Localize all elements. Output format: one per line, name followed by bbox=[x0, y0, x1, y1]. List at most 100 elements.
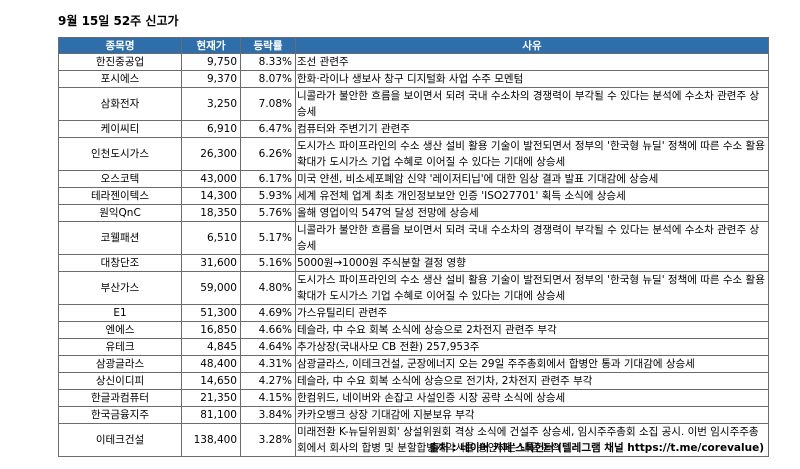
price-cell: 59,000 bbox=[181, 271, 241, 305]
stock-name-cell: 삼광글라스 bbox=[58, 355, 182, 373]
rate-cell: 5.16% bbox=[240, 254, 296, 272]
table-row: 부산가스 59,000 4.80% 도시가스 파이프라인의 수소 생산 설비 활용 기… bbox=[58, 271, 769, 305]
price-cell: 6,510 bbox=[181, 221, 241, 255]
rate-cell: 4.64% bbox=[240, 338, 296, 356]
table-row: 대창단조 31,600 5.16% 5000원→1000원 주식분할 결정 영향 bbox=[58, 254, 769, 272]
price-cell: 43,000 bbox=[181, 170, 241, 188]
price-cell: 18,350 bbox=[181, 204, 241, 222]
stock-name-cell: 부산가스 bbox=[58, 271, 182, 305]
reason-cell: 테슬라, 中 수요 회복 소식에 상승으로 2차전지 관련주 부각 bbox=[295, 321, 769, 339]
reason-cell: 니콜라가 불안한 흐름을 보이면서 되려 국내 수소차의 경쟁력이 부각될 수 … bbox=[295, 87, 769, 121]
header-rate: 등락률 bbox=[240, 37, 296, 54]
header-reason: 사유 bbox=[295, 37, 769, 54]
stock-name-cell: 원익QnC bbox=[58, 204, 182, 222]
price-cell: 14,650 bbox=[181, 372, 241, 390]
price-cell: 31,600 bbox=[181, 254, 241, 272]
reason-cell: 테슬라, 中 수요 회복 소식에 상승으로 전기차, 2차전지 관련주 부각 bbox=[295, 372, 769, 390]
table-row: 원익QnC 18,350 5.76% 올해 영업이익 547억 달성 전망에 상승세 bbox=[58, 204, 769, 222]
reason-cell: 니콜라가 불안한 흐름을 보이면서 되려 국내 수소차의 경쟁력이 부각될 수 … bbox=[295, 221, 769, 255]
table-row: 엔에스 16,850 4.66% 테슬라, 中 수요 회복 소식에 상승으로 2차전지… bbox=[58, 321, 769, 339]
reason-cell: 세계 유전체 업계 최초 개인정보보안 인증 'ISO27701' 획득 소식에… bbox=[295, 187, 769, 205]
reason-cell: 컴퓨터와 주변기기 관련주 bbox=[295, 120, 769, 138]
stock-name-cell: 인천도시가스 bbox=[58, 137, 182, 171]
price-cell: 9,750 bbox=[181, 53, 241, 71]
table-row: 코웰패션 6,510 5.17% 니콜라가 불안한 흐름을 보이면서 되려 국내 수소… bbox=[58, 221, 769, 255]
stock-name-cell: 대창단조 bbox=[58, 254, 182, 272]
table-row: 삼광글라스 48,400 4.31% 삼광글라스, 이테크건설, 군장에너지 오는 2… bbox=[58, 355, 769, 373]
rate-cell: 6.17% bbox=[240, 170, 296, 188]
stock-name-cell: 상신이디피 bbox=[58, 372, 182, 390]
header-price: 현재가 bbox=[181, 37, 241, 54]
table-row: 포시에스 9,370 8.07% 한화·라이나 생보사 창구 디지털화 사업 수주 모… bbox=[58, 70, 769, 88]
rate-cell: 6.26% bbox=[240, 137, 296, 171]
stock-name-cell: 한진중공업 bbox=[58, 53, 182, 71]
stock-name-cell: 삼화전자 bbox=[58, 87, 182, 121]
reason-cell: 한화·라이나 생보사 창구 디지털화 사업 수주 모멘텀 bbox=[295, 70, 769, 88]
rate-cell: 8.33% bbox=[240, 53, 296, 71]
reason-cell: 삼광글라스, 이테크건설, 군장에너지 오는 29일 주주총회에서 합병안 통과… bbox=[295, 355, 769, 373]
reason-cell: 올해 영업이익 547억 달성 전망에 상승세 bbox=[295, 204, 769, 222]
table-row: 한국금융지주 81,100 3.84% 카카오뱅크 상장 기대감에 지분보유 부각 bbox=[58, 406, 769, 424]
stock-name-cell: 유테크 bbox=[58, 338, 182, 356]
rate-cell: 5.93% bbox=[240, 187, 296, 205]
rate-cell: 7.08% bbox=[240, 87, 296, 121]
stock-name-cell: 엔에스 bbox=[58, 321, 182, 339]
rate-cell: 4.80% bbox=[240, 271, 296, 305]
table-row: 이테크건설 138,400 3.28% 미래전환 K-뉴딜위원회' 상설위원회 격상 … bbox=[58, 423, 769, 457]
table-row: 오스코텍 43,000 6.17% 미국 얀센, 비소세포폐암 신약 '레이저티닙'에… bbox=[58, 170, 769, 188]
reason-cell: 도시가스 파이프라인의 수소 생산 설비 활용 기술이 발전되면서 정부의 '한… bbox=[295, 137, 769, 171]
stock-name-cell: 테라젠이텍스 bbox=[58, 187, 182, 205]
reason-cell: 카카오뱅크 상장 기대감에 지분보유 부각 bbox=[295, 406, 769, 424]
stock-name-cell: 오스코텍 bbox=[58, 170, 182, 188]
rate-cell: 8.07% bbox=[240, 70, 296, 88]
source-credit: 출처 : 네이버 카페'스톡헌터'(텔레그램 채널 https://t.me/c… bbox=[429, 442, 764, 454]
table-row: 인천도시가스 26,300 6.26% 도시가스 파이프라인의 수소 생산 설비 활용… bbox=[58, 137, 769, 171]
page-title: 9월 15일 52주 신고가 bbox=[58, 14, 179, 28]
price-cell: 16,850 bbox=[181, 321, 241, 339]
price-cell: 4,845 bbox=[181, 338, 241, 356]
price-cell: 51,300 bbox=[181, 304, 241, 322]
header-name: 종목명 bbox=[58, 37, 182, 54]
rate-cell: 3.28% bbox=[240, 423, 296, 457]
price-cell: 81,100 bbox=[181, 406, 241, 424]
header-row: 종목명 현재가 등락률 사유 bbox=[58, 37, 769, 54]
reason-cell: 5000원→1000원 주식분할 결정 영향 bbox=[295, 254, 769, 272]
reason-cell: 추가상장(국내사모 CB 전환) 257,953주 bbox=[295, 338, 769, 356]
price-cell: 138,400 bbox=[181, 423, 241, 457]
rate-cell: 4.15% bbox=[240, 389, 296, 407]
reason-cell: 한컴위드, 네이버와 손잡고 사설인증 시장 공략 소식에 상승세 bbox=[295, 389, 769, 407]
stock-name-cell: 한글과컴퓨터 bbox=[58, 389, 182, 407]
reason-cell: 미국 얀센, 비소세포폐암 신약 '레이저티닙'에 대한 임상 결과 발표 기대… bbox=[295, 170, 769, 188]
stock-name-cell: 한국금융지주 bbox=[58, 406, 182, 424]
reason-cell: 미래전환 K-뉴딜위원회' 상설위원회 격상 소식에 건설주 상승세, 임시주주… bbox=[295, 423, 769, 457]
table-row: E1 51,300 4.69% 가스유틸리티 관련주 bbox=[58, 304, 769, 322]
table-row: 테라젠이텍스 14,300 5.93% 세계 유전체 업계 최초 개인정보보안 인증 … bbox=[58, 187, 769, 205]
price-cell: 21,350 bbox=[181, 389, 241, 407]
rate-cell: 4.27% bbox=[240, 372, 296, 390]
price-cell: 14,300 bbox=[181, 187, 241, 205]
rate-cell: 4.69% bbox=[240, 304, 296, 322]
table-row: 유테크 4,845 4.64% 추가상장(국내사모 CB 전환) 257,953주 bbox=[58, 338, 769, 356]
price-cell: 6,910 bbox=[181, 120, 241, 138]
rate-cell: 3.84% bbox=[240, 406, 296, 424]
rate-cell: 4.31% bbox=[240, 355, 296, 373]
table-row: 한글과컴퓨터 21,350 4.15% 한컴위드, 네이버와 손잡고 사설인증 시장 … bbox=[58, 389, 769, 407]
reason-cell: 도시가스 파이프라인의 수소 생산 설비 활용 기술이 발전되면서 정부의 '한… bbox=[295, 271, 769, 305]
table-row: 한진중공업 9,750 8.33% 조선 관련주 bbox=[58, 53, 769, 71]
stock-name-cell: 케이씨티 bbox=[58, 120, 182, 138]
price-cell: 26,300 bbox=[181, 137, 241, 171]
rate-cell: 5.76% bbox=[240, 204, 296, 222]
reason-cell: 가스유틸리티 관련주 bbox=[295, 304, 769, 322]
rate-cell: 6.47% bbox=[240, 120, 296, 138]
price-cell: 48,400 bbox=[181, 355, 241, 373]
table-row: 삼화전자 3,250 7.08% 니콜라가 불안한 흐름을 보이면서 되려 국내 수소… bbox=[58, 87, 769, 121]
price-cell: 9,370 bbox=[181, 70, 241, 88]
stock-name-cell: 이테크건설 bbox=[58, 423, 182, 457]
reason-cell: 조선 관련주 bbox=[295, 53, 769, 71]
stock-name-cell: 포시에스 bbox=[58, 70, 182, 88]
stock-name-cell: 코웰패션 bbox=[58, 221, 182, 255]
table-row: 상신이디피 14,650 4.27% 테슬라, 中 수요 회복 소식에 상승으로 전기… bbox=[58, 372, 769, 390]
table-row: 케이씨티 6,910 6.47% 컴퓨터와 주변기기 관련주 bbox=[58, 120, 769, 138]
rate-cell: 5.17% bbox=[240, 221, 296, 255]
new-high-table: 종목명 현재가 등락률 사유 한진중공업 9,750 8.33% 조선 관련주 포시에스… bbox=[58, 37, 769, 457]
